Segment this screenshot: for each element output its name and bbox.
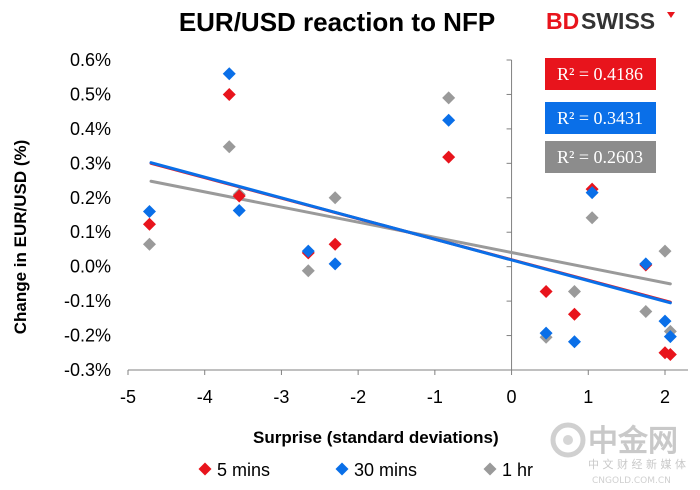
data-point-30-mins: [539, 326, 553, 340]
legend-item: 1 hr: [483, 460, 533, 480]
y-tick-label: 0.5%: [70, 84, 111, 104]
data-point-1-hr: [222, 140, 236, 154]
data-point-1-hr: [301, 264, 315, 278]
legend-label: 30 mins: [354, 460, 417, 480]
watermark-logo-icon: [550, 422, 586, 458]
x-tick-label: 2: [660, 387, 670, 407]
r-squared-box-bg: [545, 102, 656, 134]
data-point-1-hr: [328, 191, 342, 205]
y-tick-label: 0.1%: [70, 222, 111, 242]
legend-marker-icon: [335, 462, 349, 476]
r-squared-box-bg: [545, 58, 656, 90]
data-point-30-mins: [442, 113, 456, 127]
x-tick-label: 0: [507, 387, 517, 407]
r-squared-value: R² = 0.4186: [557, 64, 643, 84]
data-point-5-mins: [663, 348, 677, 361]
data-point-1-hr: [658, 244, 672, 258]
data-point-5-mins: [142, 217, 156, 231]
logo-swiss-text: SWISS: [581, 8, 655, 34]
y-tick-label: -0.2%: [64, 326, 111, 346]
x-tick-label: 1: [583, 387, 593, 407]
data-point-30-mins: [222, 67, 236, 81]
y-tick-label: 0.4%: [70, 119, 111, 139]
logo-bd-text: BD: [546, 8, 579, 34]
y-tick-label: -0.1%: [64, 291, 111, 311]
data-point-5-mins: [539, 284, 553, 298]
bdswiss-logo: BD SWISS: [546, 8, 675, 34]
r-squared-boxes: R² = 0.4186 R² = 0.3431 R² = 0.2603: [545, 58, 656, 173]
r-squared-box: R² = 0.2603: [545, 141, 656, 173]
r-squared-value: R² = 0.3431: [557, 108, 643, 128]
legend-item: 30 mins: [335, 460, 417, 480]
data-point-30-mins: [142, 205, 156, 219]
legend-label: 1 hr: [502, 460, 533, 480]
legend: 5 mins 30 mins 1 hr: [198, 460, 533, 480]
y-tick-label: 0.3%: [70, 153, 111, 173]
watermark-cn-text: 中金网: [588, 424, 678, 459]
watermark-sub-text: 中 文 财 经 新 媒 体: [588, 457, 686, 471]
data-point-5-mins: [567, 307, 581, 321]
legend-item: 5 mins: [198, 460, 270, 480]
data-point-30-mins: [585, 186, 599, 200]
data-point-5-mins: [232, 189, 246, 203]
legend-marker-icon: [198, 462, 212, 476]
r-squared-box: R² = 0.3431: [545, 102, 656, 134]
legend-marker-icon: [483, 462, 497, 476]
data-point-30-mins: [663, 330, 677, 344]
data-point-5-mins: [328, 237, 342, 251]
data-point-30-mins: [567, 335, 581, 349]
x-tick-label: -5: [120, 387, 136, 407]
data-point-5-mins: [442, 150, 456, 164]
data-point-1-hr: [567, 284, 581, 298]
data-point-5-mins: [222, 87, 236, 101]
r-squared-value: R² = 0.2603: [557, 147, 643, 167]
data-point-30-mins: [658, 314, 672, 328]
data-point-1-hr: [142, 237, 156, 251]
data-point-30-mins: [232, 204, 246, 218]
x-tick-label: -1: [427, 387, 443, 407]
data-point-30-mins: [639, 257, 653, 271]
y-tick-label: -0.3%: [64, 360, 111, 380]
y-tick-label: 0.2%: [70, 188, 111, 208]
data-point-1-hr: [442, 91, 456, 105]
x-tick-label: -4: [197, 387, 213, 407]
legend-label: 5 mins: [217, 460, 270, 480]
trendline-30-mins: [149, 161, 672, 305]
logo-triangle-icon: [667, 12, 675, 18]
y-tick-label: 0.0%: [70, 257, 111, 277]
chart-title: EUR/USD reaction to NFP: [179, 7, 495, 37]
r-squared-box: R² = 0.4186: [545, 58, 656, 90]
x-tick-label: -2: [350, 387, 366, 407]
x-tick-label: -3: [273, 387, 289, 407]
y-axis-label: Change in EUR/USD (%): [11, 140, 30, 335]
y-tick-label: 0.6%: [70, 50, 111, 70]
x-axis-label: Surprise (standard deviations): [253, 428, 499, 447]
data-point-30-mins: [328, 257, 342, 271]
data-point-1-hr: [639, 304, 653, 318]
cngold-watermark: 中金网 中 文 财 经 新 媒 体 CNGOLD.COM.CN: [550, 422, 686, 486]
r-squared-box-bg: [545, 141, 656, 173]
data-point-1-hr: [585, 211, 599, 225]
data-points: [142, 67, 677, 361]
data-point-30-mins: [301, 244, 315, 258]
watermark-url-text: CNGOLD.COM.CN: [592, 476, 671, 486]
axes: -0.3% -0.2% -0.1% 0.0% 0.1% 0.2% 0.3% 0.4% 0.5% 0…: [64, 50, 688, 407]
watermark-logo-dot-icon: [563, 435, 573, 445]
